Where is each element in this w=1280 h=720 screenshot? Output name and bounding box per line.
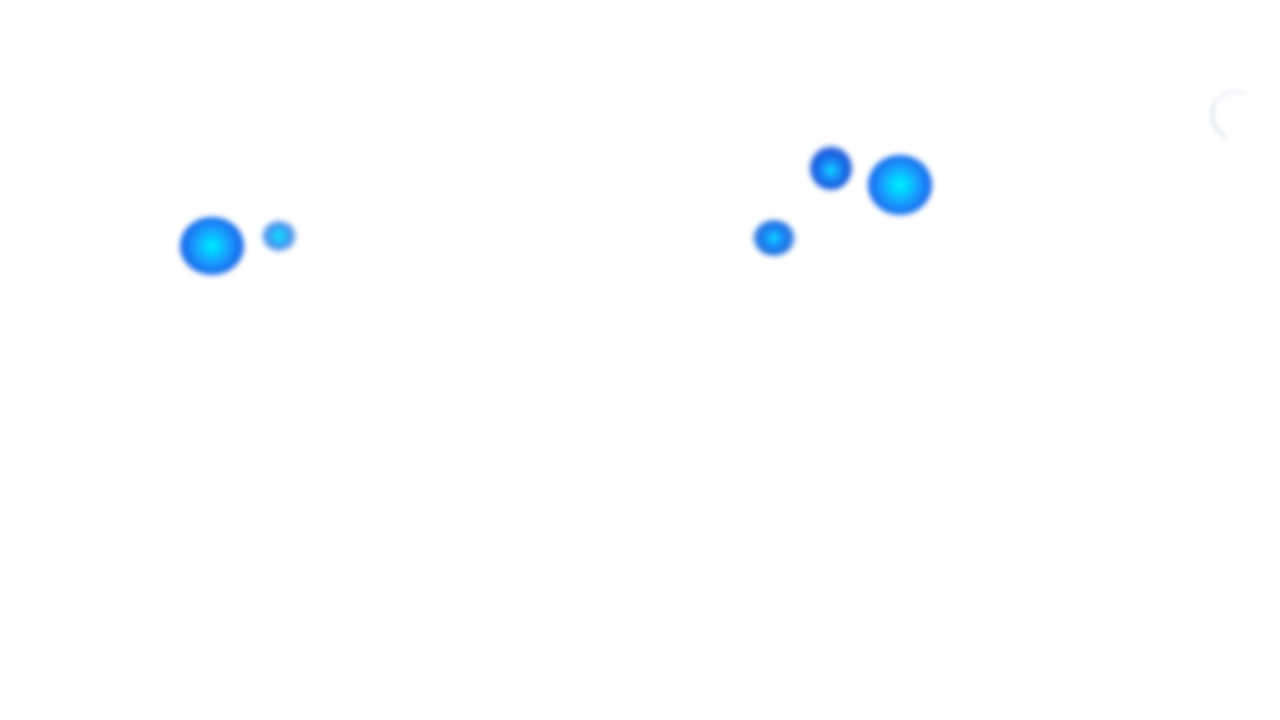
glowing-dot-icon <box>262 221 296 251</box>
glowing-dot-icon <box>180 217 244 275</box>
glowing-dot-icon <box>810 146 852 190</box>
loading-spinner-icon <box>1202 82 1268 148</box>
glowing-dot-icon <box>753 220 795 256</box>
glowing-dot-icon <box>868 155 932 215</box>
